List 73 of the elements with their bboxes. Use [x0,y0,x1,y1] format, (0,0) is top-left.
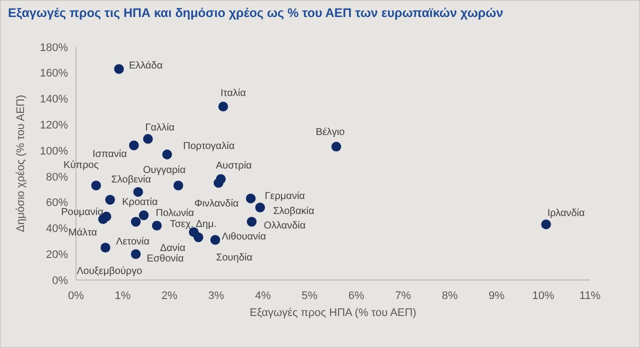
annotation: Γερμανία [264,190,306,202]
annotation: Λετονία [116,236,150,248]
annotation: Ρουμανία [61,207,104,218]
point [133,187,144,197]
y-tick-label: 160% [40,68,68,80]
x-tick-label: 2% [162,290,178,302]
annotation: Μάλτα [68,228,98,239]
point [173,180,184,190]
point [218,102,228,112]
annotation: Ουγγαρία [142,165,186,176]
point [130,216,141,227]
x-tick-label: 4% [254,290,272,302]
annotation: Ιταλία [220,88,246,100]
x-tick-label: 7% [395,290,412,302]
point [246,194,256,204]
annotation: Σλοβενία [111,174,152,186]
x-tick-label: 9% [488,290,505,302]
point [138,210,149,220]
annotation: Ισπανία [92,148,128,160]
annotation: Εσθονία [146,254,184,265]
point [129,140,139,150]
x-tick-label: 6% [348,290,365,302]
x-axis-title: Εξαγωγές προς ΗΠΑ (% του ΑΕΠ) [250,307,416,319]
point [114,64,124,74]
point [541,219,551,230]
x-tick-label: 3% [208,290,224,302]
point [246,216,257,227]
point [194,232,204,242]
x-tick-label: 5% [302,290,318,302]
x-tick-label: 10% [532,290,554,302]
y-tick-label: 0% [52,274,68,287]
x-tick-label: 1% [114,290,131,302]
point [100,242,110,253]
annotation: Ολλανδία [264,220,306,232]
annotation: Αυστρία [216,160,252,172]
y-axis-title: Δημόσιο χρέος (% του ΑΕΠ) [15,94,27,232]
point [105,194,115,205]
y-tick-label: 80% [46,171,68,184]
y-tick-label: 120% [40,120,68,132]
x-tick-label: 11% [579,290,601,302]
annotation: Βέλγιο [316,127,346,138]
x-tick-label: 8% [442,290,458,302]
y-tick-label: 40% [46,223,68,236]
annotation: Πολωνία [156,208,194,219]
point [331,142,342,152]
annotation: Τσεχ. Δημ. [170,219,217,230]
annotation: Κύπρος [64,160,99,172]
y-tick-label: 60% [46,197,68,210]
point [162,150,172,160]
x-tick-label: 0% [68,290,84,302]
point [210,234,220,245]
point [130,249,141,259]
point [255,202,265,212]
annotation: Λιθουανία [222,232,266,243]
annotation: Φινλανδία [194,198,239,210]
point [91,180,101,190]
y-tick-label: 20% [46,248,68,261]
annotation: Λουξεμβούργο [76,266,143,278]
annotation: Σουηδία [216,252,253,264]
annotation: Ιρλανδία [547,208,586,219]
annotation: Ελλάδα [128,60,163,72]
chart-title: Εξαγωγές προς τις ΗΠΑ και δημόσιο χρέος ως % του ΑΕΠ των ευρωπαϊκών χωρών [8,6,504,20]
annotation: Γαλλία [145,122,175,134]
y-tick-label: 100% [40,145,68,158]
point [143,134,153,144]
point [152,220,162,231]
annotation: Δανία [160,242,186,254]
point [214,178,224,188]
y-tick-label: 140% [40,94,68,106]
y-tick-label: 180% [40,42,68,54]
annotation: Σλοβακία [273,206,314,218]
annotation: Κροατία [122,197,158,208]
annotation: Πορτογαλία [183,140,235,152]
